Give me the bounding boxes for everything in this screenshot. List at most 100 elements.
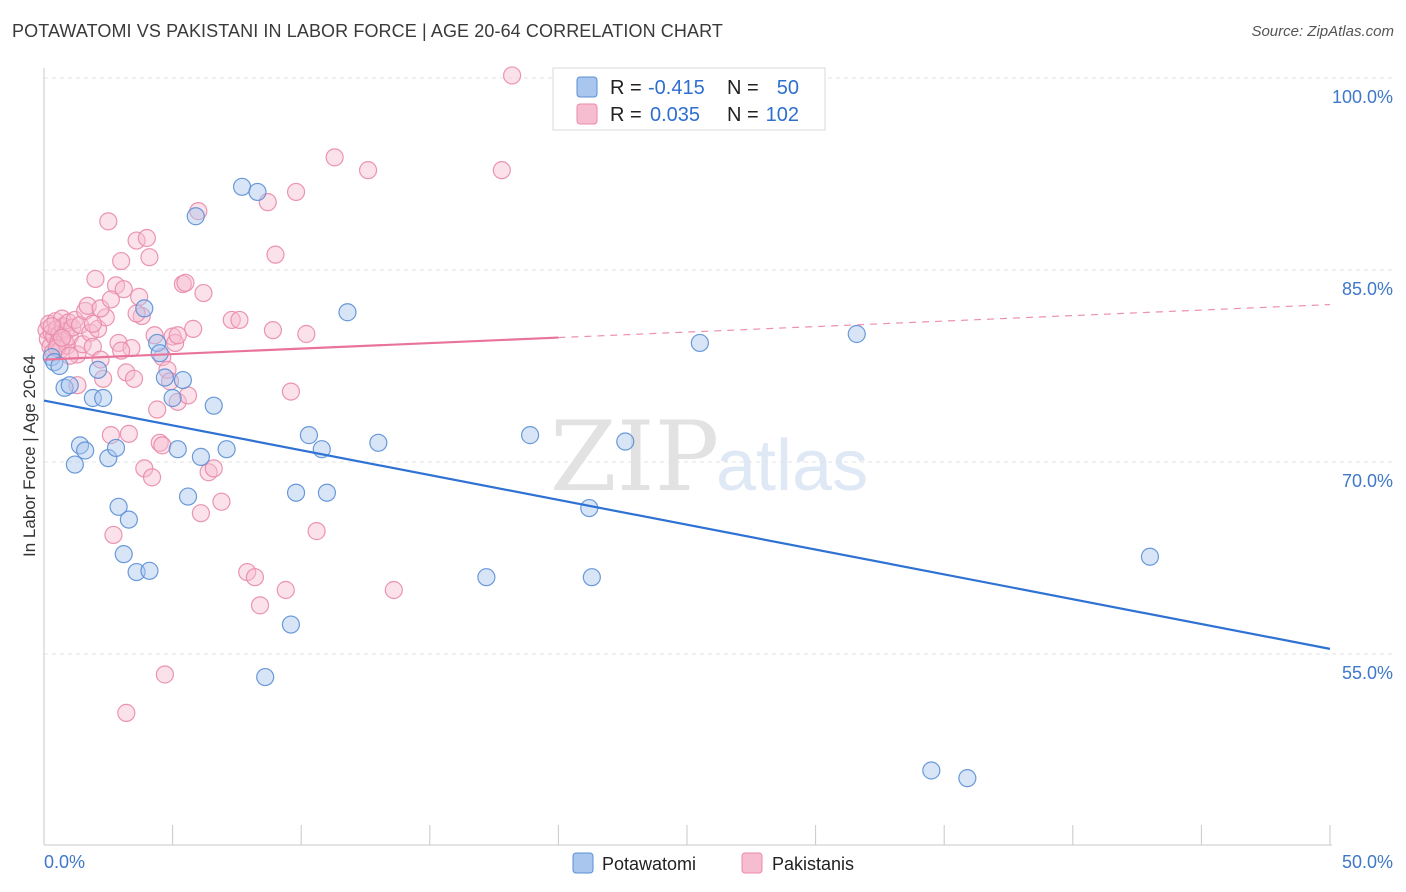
watermark-atlas: atlas <box>716 426 868 506</box>
y-tick-label: 70.0% <box>1342 471 1393 491</box>
pakistanis-point <box>263 321 283 340</box>
pakistanis-point <box>184 319 203 338</box>
potawatomi-point <box>140 561 159 580</box>
potawatomi-point <box>94 388 113 408</box>
y-tick-labels: 55.0% 70.0% 85.0% 100.0% <box>1332 87 1393 683</box>
y-axis-title: In Labor Force | Age 20-64 <box>20 355 39 557</box>
pakistanis-points <box>37 66 522 722</box>
pakistanis-point <box>250 596 270 615</box>
axes <box>43 68 1332 846</box>
potawatomi-point <box>135 299 154 318</box>
potawatomi-point <box>168 440 187 459</box>
potawatomi-point <box>186 207 205 226</box>
trend-lines <box>43 303 1331 650</box>
potawatomi-point <box>163 388 182 408</box>
potawatomi-point <box>847 324 866 344</box>
pakistanis-point <box>112 341 131 360</box>
potawatomi-point <box>281 615 301 634</box>
chart-title: POTAWATOMI VS PAKISTANI IN LABOR FORCE |… <box>12 21 723 41</box>
legend-swatch-potawatomi <box>576 76 598 98</box>
potawatomi-point <box>55 378 74 397</box>
pakistanis-point <box>124 369 144 388</box>
potawatomi-point <box>99 449 118 468</box>
bottom-legend-potawatomi: Potawatomi <box>602 854 696 874</box>
pakistanis-point <box>222 310 241 330</box>
potawatomi-point <box>119 510 138 529</box>
x-tick-label-min: 0.0% <box>44 852 85 872</box>
pakistanis-point <box>42 317 61 336</box>
potawatomi-point <box>477 568 496 587</box>
potawatomi-point <box>114 545 133 564</box>
pakistanis-point <box>168 326 187 345</box>
potawatomi-point <box>521 426 540 445</box>
pakistanis-point <box>307 522 326 541</box>
potawatomi-point <box>232 177 252 196</box>
pakistanis-point <box>266 245 285 264</box>
potawatomi-point <box>256 667 275 687</box>
pakistanis-point <box>140 248 159 267</box>
potawatomi-point <box>83 388 102 408</box>
x-ticks <box>43 825 1331 845</box>
pakistanis-point <box>245 568 265 587</box>
potawatomi-point <box>106 438 126 458</box>
pakistanis-point <box>276 580 295 600</box>
pakistanis-point <box>384 580 403 600</box>
bottom-legend-pakistanis: Pakistanis <box>772 854 854 874</box>
legend-swatch-pakistanis <box>576 103 598 125</box>
potawatomi-point <box>70 436 90 455</box>
legend-r-value-1: -0.415 <box>648 77 705 99</box>
pakistanis-point <box>212 492 231 511</box>
pakistanis-point <box>91 299 110 318</box>
pakistanis-point <box>52 328 72 347</box>
potawatomi-point <box>582 568 601 587</box>
potawatomi-point <box>217 440 236 459</box>
watermark-zip: ZIP <box>550 401 719 513</box>
pakistanis-point <box>281 382 301 401</box>
pakistanis-point <box>137 228 156 248</box>
potawatomi-point <box>88 360 108 379</box>
potawatomi-point <box>248 182 267 202</box>
pakistanis-trend-line-extension <box>558 303 1331 339</box>
pakistanis-point <box>325 148 344 167</box>
legend-r-label-2: R = <box>610 104 642 126</box>
pakistanis-point <box>70 315 90 335</box>
potawatomi-point <box>127 562 146 582</box>
pakistanis-point <box>189 202 208 221</box>
pakistanis-point <box>150 433 169 452</box>
correlation-legend: R = -0.415 N = 50 R = 0.035 N = 102 <box>552 67 826 131</box>
pakistanis-point <box>83 314 102 333</box>
pakistanis-point <box>155 665 174 684</box>
legend-r-label-1: R = <box>610 77 642 99</box>
potawatomi-point <box>204 396 223 415</box>
potawatomi-point <box>65 455 84 474</box>
potawatomi-point <box>173 370 192 390</box>
pakistanis-point <box>127 231 146 250</box>
pakistanis-point <box>153 436 172 455</box>
pakistanis-point <box>358 161 378 180</box>
bottom-legend-swatch-pakistanis <box>741 852 763 874</box>
potawatomi-point <box>1140 547 1160 566</box>
pakistanis-point <box>191 504 210 523</box>
pakistanis-point <box>176 273 195 292</box>
pakistanis-point <box>86 269 105 289</box>
pakistanis-trend-line <box>43 336 559 361</box>
pakistanis-point <box>99 212 118 231</box>
pakistanis-point <box>148 400 167 419</box>
legend-box <box>552 67 826 131</box>
potawatomi-point <box>109 497 128 516</box>
pakistanis-point <box>112 251 131 271</box>
potawatomi-point <box>60 376 79 395</box>
legend-r-value-2: 0.035 <box>650 104 700 126</box>
potawatomi-point <box>150 344 169 363</box>
pakistanis-point <box>101 290 120 309</box>
x-tick-label-max: 50.0% <box>1342 852 1393 872</box>
pakistanis-point <box>178 386 198 405</box>
legend-n-value-2: 102 <box>766 104 799 126</box>
source-credit: Source: ZipAtlas.com <box>1251 23 1394 40</box>
y-tick-label: 85.0% <box>1342 279 1393 299</box>
pakistanis-point <box>204 459 223 478</box>
pakistanis-point <box>194 283 213 303</box>
pakistanis-point <box>94 369 113 388</box>
potawatomi-point <box>76 441 95 460</box>
